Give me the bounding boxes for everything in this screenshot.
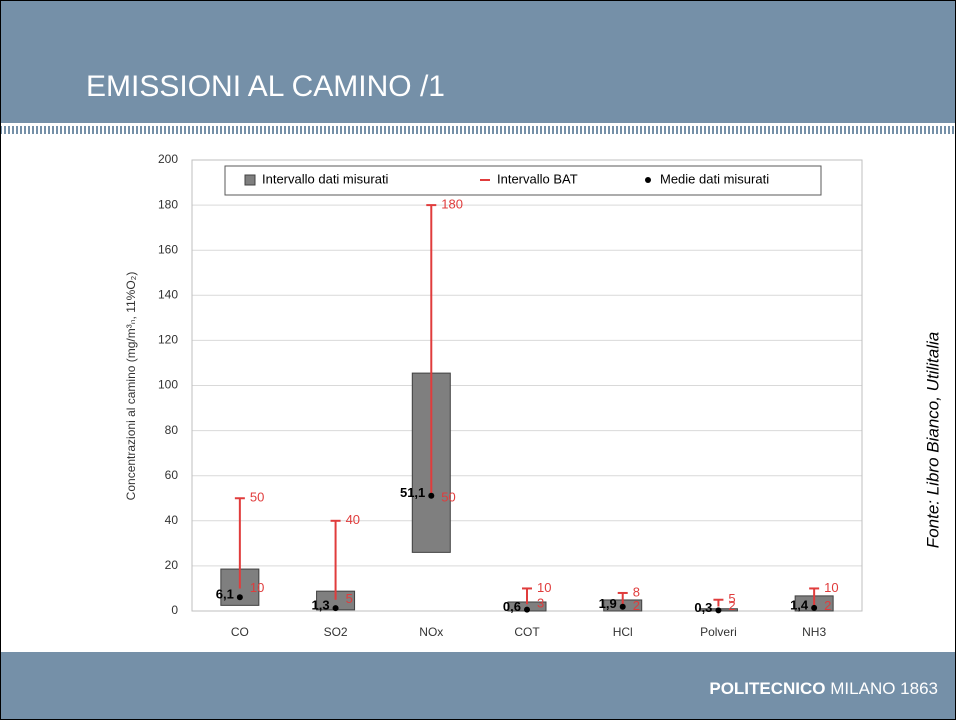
- x-tick-label: NOx: [419, 625, 443, 639]
- bat-high-label: 5: [728, 591, 735, 606]
- bat-high-label: 10: [537, 580, 551, 595]
- mean-label: 51,1: [400, 485, 425, 500]
- mean-label: 1,9: [599, 596, 617, 611]
- mean-label: 1,3: [311, 598, 329, 613]
- mean-dot: [332, 605, 339, 612]
- legend-label: Intervallo dati misurati: [262, 171, 389, 186]
- bat-low-label: 2: [824, 598, 831, 613]
- bat-high-label: 40: [346, 512, 360, 527]
- footer-logo: POLITECNICO MILANO 1863: [709, 679, 938, 698]
- bat-low-label: 3: [537, 596, 544, 611]
- bat-high-label: 8: [633, 584, 640, 599]
- legend-swatch: [645, 177, 651, 183]
- x-tick-label: CO: [231, 625, 249, 639]
- bat-low-label: 2: [633, 598, 640, 613]
- x-tick-label: HCl: [613, 625, 633, 639]
- x-tick-label: SO2: [324, 625, 348, 639]
- mean-dot: [236, 594, 243, 601]
- y-axis-label: Concentrazioni al camino (mg/m³ₙ, 11%O₂): [124, 272, 138, 501]
- bat-high-label: 180: [441, 197, 463, 212]
- footer-brand: POLITECNICO: [709, 679, 825, 698]
- mean-dot: [619, 603, 626, 610]
- mean-dot: [715, 607, 722, 614]
- legend-label: Intervallo BAT: [497, 171, 578, 186]
- legend-box: [224, 165, 822, 196]
- x-tick-label: Polveri: [700, 625, 737, 639]
- bat-high-label: 50: [250, 490, 264, 505]
- y-tick-label: 80: [165, 423, 179, 437]
- header-stripe: [1, 126, 955, 134]
- header-band: [1, 1, 955, 123]
- bat-low-label: 50: [441, 490, 455, 505]
- y-tick-label: 20: [165, 558, 179, 572]
- bat-low-label: 5: [346, 591, 353, 606]
- legend-label: Medie dati misurati: [660, 171, 769, 186]
- footer-place: MILANO 1863: [830, 679, 938, 698]
- y-tick-label: 60: [165, 468, 179, 482]
- mean-dot: [811, 604, 818, 611]
- mean-label: 1,4: [790, 597, 809, 612]
- bat-low-label: 2: [728, 598, 735, 613]
- bat-low-label: 10: [250, 580, 264, 595]
- y-tick-label: 200: [158, 152, 178, 166]
- mean-dot: [524, 606, 530, 613]
- source-note: Fonte: Libro Bianco, Utilitalia: [923, 332, 942, 548]
- y-tick-label: 160: [158, 242, 178, 256]
- y-tick-label: 140: [158, 287, 178, 301]
- y-tick-label: 180: [158, 197, 178, 211]
- y-tick-label: 40: [165, 513, 179, 527]
- y-tick-label: 100: [158, 378, 178, 392]
- slide-title: EMISSIONI AL CAMINO /1: [86, 70, 445, 103]
- mean-label: 0,3: [694, 600, 712, 615]
- chart: 0 20 40 60 80 100 120 140 160 180 200 CO 50 10 6,1 SO2 4…: [158, 152, 863, 639]
- y-tick-label: 120: [158, 333, 178, 347]
- mean-label: 0,6: [503, 599, 521, 614]
- legend-swatch: [244, 174, 256, 186]
- y-tick-label: 0: [171, 603, 178, 617]
- x-tick-label: COT: [514, 625, 540, 639]
- footer-band: [1, 652, 955, 719]
- mean-dot: [428, 492, 435, 499]
- bat-high-label: 10: [824, 580, 838, 595]
- x-tick-label: NH3: [802, 625, 826, 639]
- mean-label: 6,1: [216, 587, 234, 602]
